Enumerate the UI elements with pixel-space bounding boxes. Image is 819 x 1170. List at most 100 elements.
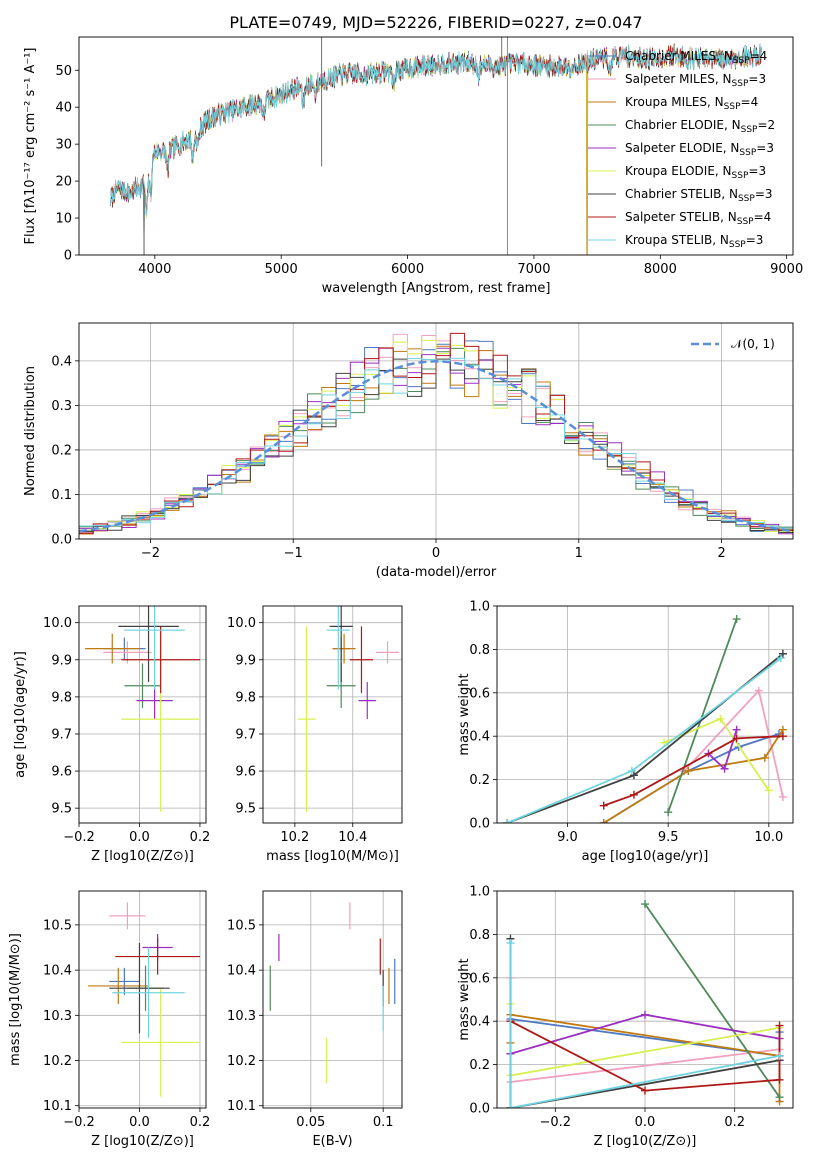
y-tick-label: 50: [55, 64, 72, 79]
legend-subscript: SSP: [738, 194, 755, 204]
x-tick-label: 10.0: [754, 830, 783, 845]
y-tick-label: 9.7: [235, 727, 256, 742]
figure-title: PLATE=0749, MJD=52226, FIBERID=0227, z=0…: [229, 13, 642, 32]
y-tick-label: 10.2: [43, 1054, 72, 1069]
y-tick-label: 0.6: [469, 686, 490, 701]
y-tick-label: 10.2: [227, 1054, 256, 1069]
weight-marker: [599, 801, 608, 810]
legend-text: Chabrier ELODIE, N: [625, 118, 741, 132]
spectrum-panel: 4000 5000 6000 7000 8000 9000 0 10 20 30 40 50 wavel…: [23, 36, 803, 296]
axes-frame: [78, 605, 207, 824]
x-axis-label: wavelength [Angstrom, rest frame]: [322, 281, 551, 296]
x-axis-label: Z [log10(Z/Z⊙)]: [91, 1134, 194, 1149]
legend-tail: =3: [746, 233, 764, 247]
weight-marker: [506, 1104, 515, 1108]
x-tick-label: 0.0: [129, 1115, 150, 1130]
weight-marker: [716, 714, 725, 723]
legend-entry: 𝒩(0, 1): [731, 337, 775, 351]
y-tick-label: 40: [55, 101, 72, 116]
errorbar-points: [297, 606, 400, 812]
y-tick-label: 0.4: [469, 730, 490, 745]
x-tick-label: 4000: [138, 262, 171, 277]
axes-frame: [496, 890, 794, 1109]
x-axis-label: mass [log10(M/M⊙)]: [266, 849, 399, 864]
weight-marker: [764, 786, 773, 795]
x-tick-label: 0.05: [296, 1115, 325, 1130]
x-tick-label: 6000: [391, 262, 424, 277]
weight-marker: [506, 939, 515, 948]
weight-marker: [732, 734, 741, 743]
y-axis-label: mass weight: [457, 673, 472, 755]
weight-marker: [641, 1086, 649, 1095]
y-tick-label: 10.5: [227, 918, 256, 933]
legend-text: Salpeter ELODIE, N: [625, 141, 739, 155]
weight-marker: [684, 766, 693, 775]
metallicity-mass-weight-panel: −0.2 0.0 0.2 0.0 0.2 0.4 0.6 0.8 1.0 Z [log10(Z/Z…: [457, 885, 794, 1149]
weight-marker: [641, 900, 649, 909]
weight-marker: [599, 819, 608, 823]
axes-frame: [262, 605, 403, 824]
axes-frame: [496, 605, 794, 824]
weight-marker: [778, 732, 787, 741]
y-tick-label: 10.0: [43, 616, 72, 631]
y-axis-label: age [log10(age/yr)]: [13, 651, 28, 778]
axes-frame: [262, 890, 403, 1109]
x-tick-label: 0: [432, 546, 440, 561]
y-tick-label: 10: [55, 212, 72, 227]
y-tick-label: 9.8: [235, 690, 256, 705]
y-axis-label: mass [log10(M/M⊙)]: [8, 933, 23, 1066]
y-tick-label: 0.8: [469, 643, 490, 658]
weight-marker: [775, 1051, 784, 1060]
x-tick-label: 9000: [770, 262, 803, 277]
y-tick-label: 9.5: [235, 802, 256, 817]
x-axis-label: (data-model)/error: [376, 565, 497, 580]
legend-tail: =4: [754, 210, 772, 224]
errorbar-points: [85, 606, 200, 812]
weight-marker: [720, 764, 729, 773]
x-tick-label: −0.2: [63, 830, 95, 845]
y-tick-label: 10.4: [227, 964, 256, 979]
weight-marker: [732, 615, 741, 624]
ebv-vs-mass-panel: 0.05 0.1 10.1 10.2 10.3 10.4 10.5 E(B-V): [227, 890, 403, 1149]
legend-tail: =4: [750, 49, 768, 63]
weight-marker: [775, 1021, 784, 1030]
metallicity-vs-mass-panel: −0.2 0.0 0.2 10.1 10.2 10.3 10.4 10.5 Z [log10(Z…: [8, 890, 210, 1149]
y-tick-label: 10.1: [227, 1099, 256, 1114]
gaussian-curve: [79, 360, 793, 533]
y-tick-label: 1.0: [469, 600, 490, 615]
spectrum-line-series-8: [110, 43, 762, 216]
y-tick-label: 20: [55, 175, 72, 190]
legend-text: Chabrier STELIB, N: [625, 187, 738, 201]
y-tick-label: 0.4: [51, 354, 72, 369]
weight-marker: [629, 790, 638, 799]
legend-text: Salpeter STELIB, N: [625, 210, 737, 224]
x-tick-label: −0.2: [63, 1115, 95, 1130]
y-tick-label: 0.0: [469, 817, 490, 832]
legend-subscript: SSP: [732, 171, 749, 181]
legend-tail: =4: [741, 95, 759, 109]
x-tick-label: 7000: [517, 262, 550, 277]
histogram-steps: [79, 332, 793, 539]
y-tick-label: 9.6: [51, 765, 72, 780]
x-tick-label: 2: [717, 546, 725, 561]
y-axis-label: Flux [fλ10⁻¹⁷ erg cm⁻² s⁻¹ A⁻¹]: [23, 48, 38, 245]
y-tick-label: 9.9: [51, 653, 72, 668]
legend-tail: =3: [748, 72, 766, 86]
metallicity-vs-age-panel: −0.2 0.0 0.2 9.5 9.6 9.7 9.8 9.9 10.0 Z [log10(Z/…: [13, 605, 211, 864]
x-axis-label: E(B-V): [312, 1134, 352, 1149]
age-mass-weight-panel: 9.0 9.5 10.0 0.0 0.2 0.4 0.6 0.8 1.0 age [log10(a…: [457, 600, 794, 864]
x-tick-label: 10.4: [338, 830, 367, 845]
y-tick-label: 30: [55, 138, 72, 153]
legend-tail: =3: [755, 187, 773, 201]
residual-histogram-panel: −2 −1 0 1 2 0.0 0.1 0.2 0.3 0.4 (data-model)/error…: [23, 322, 794, 580]
legend-entry: Chabrier ELODIE, NSSP=2: [625, 118, 775, 135]
legend-entry: Chabrier STELIB, NSSP=3: [625, 187, 773, 204]
legend-subscript: SSP: [739, 148, 756, 158]
y-tick-label: 9.5: [51, 802, 72, 817]
axes-frame: [78, 36, 794, 256]
x-tick-label: 0.2: [190, 830, 211, 845]
y-tick-label: 0.8: [469, 928, 490, 943]
y-tick-label: 0.1: [51, 488, 72, 503]
